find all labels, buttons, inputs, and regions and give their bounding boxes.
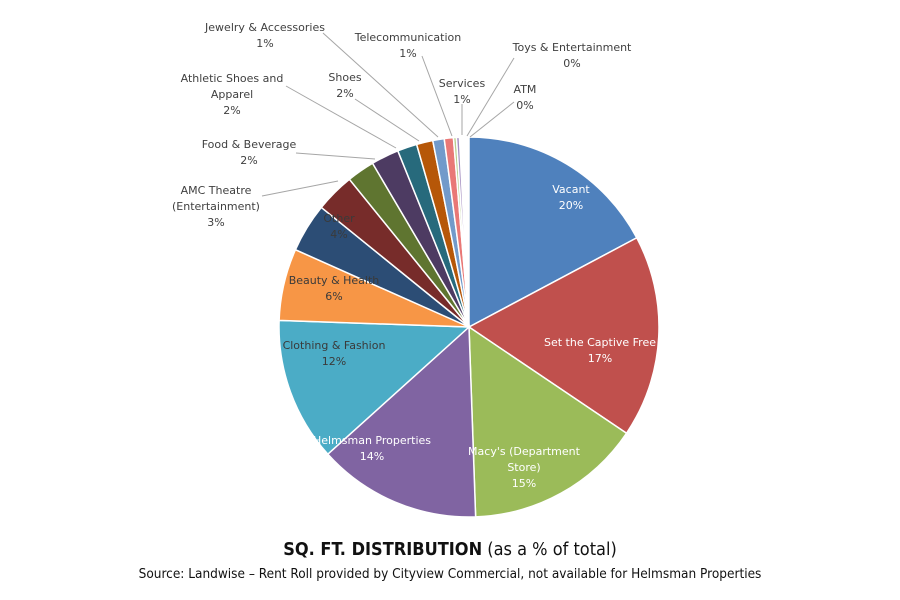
leader-line [285, 85, 397, 149]
data-label-name: Macy's (Department [468, 445, 581, 458]
data-label-value: 1% [256, 37, 273, 50]
data-label-name: Beauty & Health [289, 274, 380, 287]
data-label: Clothing & Fashion 12% [283, 339, 386, 368]
data-label-value: 0% [563, 57, 580, 70]
data-label-value: 15% [512, 477, 536, 490]
leader-line [295, 152, 376, 160]
data-label: ATM 0% [514, 83, 537, 112]
data-label-name: (Entertainment) [172, 200, 260, 213]
data-label: Set the Captive Free 17% [544, 336, 656, 365]
data-label-name: Store) [507, 461, 540, 474]
data-label-name: Helmsman Properties [313, 434, 431, 447]
pie-slice [455, 136, 470, 328]
data-label-value: 0% [516, 99, 533, 112]
data-label-name: ATM [514, 83, 537, 96]
data-label-name: AMC Theatre [181, 184, 252, 197]
data-label: Athletic Shoes and Apparel 2% [181, 72, 284, 117]
data-label-value: 1% [453, 93, 470, 106]
data-label-value: 14% [360, 450, 384, 463]
data-label-value: 2% [336, 87, 353, 100]
leader-line [322, 32, 439, 138]
chart-caption: SQ. FT. DISTRIBUTION (as a % of total) S… [0, 538, 900, 582]
pie-chart-svg: Vacant 20% Set the Captive Free 17% Macy's (… [172, 21, 660, 518]
chart-title-main: SQ. FT. DISTRIBUTION [283, 539, 483, 560]
data-label-name: Telecommunication [354, 31, 462, 44]
data-label: Food & Beverage 2% [202, 138, 297, 167]
data-label-name: Services [439, 77, 486, 90]
data-label-name: Apparel [211, 88, 253, 101]
data-label-value: 2% [240, 154, 257, 167]
pie-slices [278, 136, 660, 518]
data-label: Helmsman Properties 14% [313, 434, 431, 463]
leader-line [261, 180, 339, 197]
data-label-name: Athletic Shoes and [181, 72, 284, 85]
leader-line [466, 57, 515, 137]
data-label-name: Clothing & Fashion [283, 339, 386, 352]
data-label-name: Set the Captive Free [544, 336, 656, 349]
data-label: Toys & Entertainment 0% [512, 41, 632, 70]
data-label-value: 6% [325, 290, 342, 303]
data-label: Jewelry & Accessories 1% [204, 21, 325, 50]
data-label: Other 4% [323, 212, 355, 241]
pie-slice [468, 136, 638, 329]
data-label-value: 17% [588, 352, 612, 365]
chart-source: Source: Landwise – Rent Roll provided by… [138, 566, 762, 582]
leader-line [354, 98, 420, 142]
data-label: Beauty & Health 6% [289, 274, 380, 303]
data-label-value: 4% [330, 228, 347, 241]
data-label-name: Jewelry & Accessories [204, 21, 325, 34]
data-label: Vacant 20% [552, 183, 590, 212]
data-label: Telecommunication 1% [354, 31, 462, 60]
data-label: Services 1% [439, 77, 486, 106]
data-label: Shoes 2% [328, 71, 361, 100]
pie-slice [326, 325, 477, 518]
pie-chart: Vacant 20% Set the Captive Free 17% Macy's (… [172, 21, 660, 518]
chart-title: SQ. FT. DISTRIBUTION (as a % of total) [0, 538, 900, 562]
data-label-name: Toys & Entertainment [512, 41, 632, 54]
chart-title-sub: (as a % of total) [487, 539, 617, 560]
data-label: AMC Theatre (Entertainment) 3% [172, 184, 260, 229]
pie-slice [467, 236, 660, 435]
pie-slice [278, 319, 471, 456]
pie-slice [468, 325, 628, 518]
data-label-name: Shoes [328, 71, 361, 84]
data-label-name: Vacant [552, 183, 590, 196]
data-label-value: 12% [322, 355, 346, 368]
data-label-name: Other [323, 212, 355, 225]
data-label-value: 3% [207, 216, 224, 229]
data-label: Macy's (Department Store) 15% [468, 445, 581, 490]
leader-line [421, 55, 453, 137]
data-label-value: 2% [223, 104, 240, 117]
data-label-value: 20% [559, 199, 583, 212]
data-label-name: Food & Beverage [202, 138, 297, 151]
leader-line [469, 101, 515, 138]
data-label-value: 1% [399, 47, 416, 60]
